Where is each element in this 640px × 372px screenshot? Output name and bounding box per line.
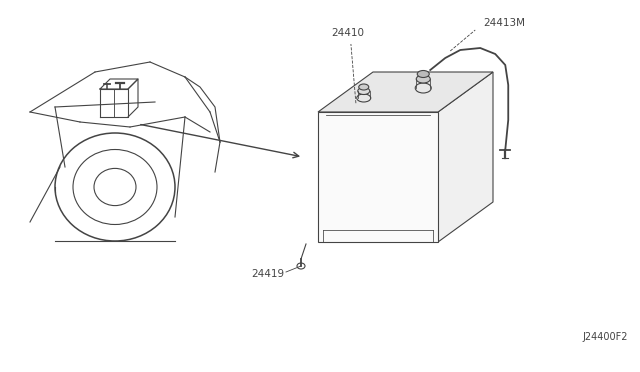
Polygon shape (318, 72, 493, 112)
Polygon shape (318, 112, 438, 242)
Text: J24400F2: J24400F2 (582, 332, 628, 342)
Text: 24413M: 24413M (483, 18, 525, 28)
Text: 24410: 24410 (332, 28, 364, 38)
Ellipse shape (416, 75, 430, 83)
Text: 24419: 24419 (251, 269, 284, 279)
Ellipse shape (358, 87, 370, 94)
Ellipse shape (359, 84, 369, 90)
Ellipse shape (417, 71, 429, 77)
Polygon shape (438, 72, 493, 242)
